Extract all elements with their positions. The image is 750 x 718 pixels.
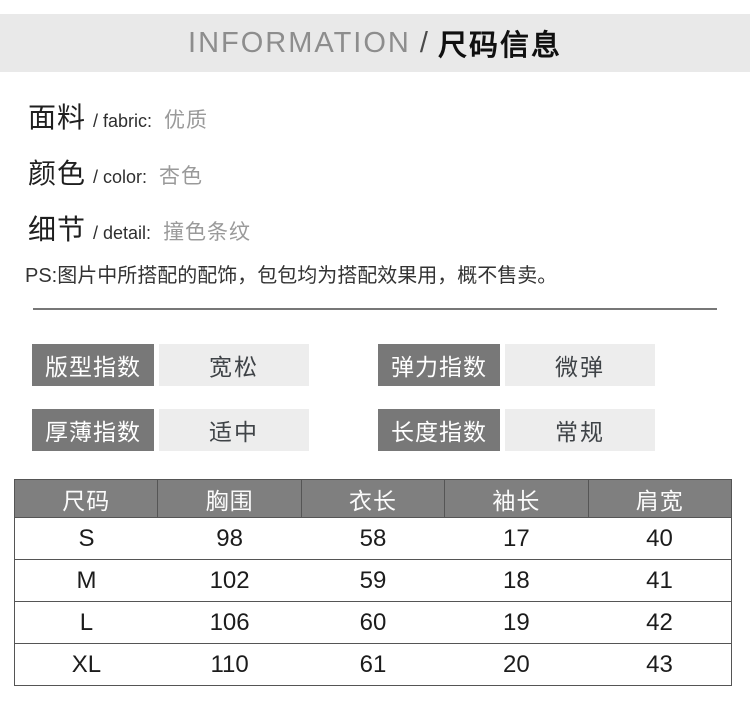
size-cell: 60 bbox=[301, 601, 445, 644]
table-row-m: M 102 59 18 41 bbox=[14, 559, 732, 602]
size-cell: 42 bbox=[588, 601, 732, 644]
attr-label-cn: 颜色 bbox=[28, 158, 87, 189]
size-cell: 59 bbox=[301, 559, 445, 602]
size-cell: L bbox=[14, 601, 158, 644]
product-attributes: 面料 / fabric: 优质 颜色 / color: 杏色 细节 / deta… bbox=[0, 72, 750, 245]
size-cell: XL bbox=[14, 643, 158, 686]
size-table: 尺码 胸围 衣长 袖长 肩宽 S 98 58 17 40 M 102 59 18… bbox=[13, 479, 733, 686]
index-label: 版型指数 bbox=[32, 344, 154, 386]
table-row-s: S 98 58 17 40 bbox=[14, 517, 732, 560]
attr-row-detail: 细节 / detail: 撞色条纹 bbox=[28, 208, 750, 245]
info-banner: INFORMATION / 尺码信息 bbox=[0, 14, 750, 72]
index-label: 长度指数 bbox=[378, 409, 500, 451]
attr-label-en: / color: bbox=[93, 167, 148, 187]
index-value: 适中 bbox=[159, 409, 309, 451]
divider-line bbox=[33, 308, 717, 310]
index-pair-thickness: 厚薄指数 适中 bbox=[32, 409, 309, 451]
size-cell: 58 bbox=[301, 517, 445, 560]
attr-label-cn: 细节 bbox=[28, 214, 87, 245]
index-row: 版型指数 宽松 弹力指数 微弹 bbox=[32, 344, 750, 386]
index-label: 厚薄指数 bbox=[32, 409, 154, 451]
size-cell: 106 bbox=[157, 601, 302, 644]
index-value: 宽松 bbox=[159, 344, 309, 386]
index-pair-elasticity: 弹力指数 微弹 bbox=[378, 344, 655, 386]
size-cell: 41 bbox=[588, 559, 732, 602]
attr-label-cn: 面料 bbox=[28, 102, 87, 133]
index-value: 常规 bbox=[505, 409, 655, 451]
size-info-page: INFORMATION / 尺码信息 面料 / fabric: 优质 颜色 / … bbox=[0, 14, 750, 718]
col-header-length: 衣长 bbox=[300, 479, 446, 518]
index-label: 弹力指数 bbox=[378, 344, 500, 386]
size-table-body: S 98 58 17 40 M 102 59 18 41 L 106 60 19… bbox=[14, 517, 732, 686]
size-cell: 98 bbox=[157, 517, 302, 560]
attr-row-color: 颜色 / color: 杏色 bbox=[28, 152, 750, 189]
size-cell: M bbox=[14, 559, 158, 602]
ps-note: PS:图片中所搭配的配饰，包包均为搭配效果用，概不售卖。 bbox=[25, 265, 558, 287]
table-header-row: 尺码 胸围 衣长 袖长 肩宽 bbox=[13, 479, 733, 518]
index-value: 微弹 bbox=[505, 344, 655, 386]
size-cell: 43 bbox=[588, 643, 732, 686]
col-header-bust: 胸围 bbox=[157, 479, 302, 518]
size-cell: 17 bbox=[444, 517, 589, 560]
attr-label-en: / fabric: bbox=[93, 111, 153, 131]
size-cell: 102 bbox=[157, 559, 302, 602]
attr-value: 优质 bbox=[164, 109, 209, 132]
attr-row-fabric: 面料 / fabric: 优质 bbox=[28, 96, 750, 133]
size-cell: 20 bbox=[444, 643, 589, 686]
index-row: 厚薄指数 适中 长度指数 常规 bbox=[32, 409, 750, 451]
index-grid: 版型指数 宽松 弹力指数 微弹 厚薄指数 适中 长度指数 常规 bbox=[32, 344, 750, 451]
size-table-header: 尺码 胸围 衣长 袖长 肩宽 bbox=[13, 479, 733, 518]
col-header-sleeve: 袖长 bbox=[444, 479, 589, 518]
table-row-l: L 106 60 19 42 bbox=[14, 601, 732, 644]
index-pair-fit: 版型指数 宽松 bbox=[32, 344, 309, 386]
col-header-shoulder: 肩宽 bbox=[587, 479, 733, 518]
banner-title-cn: 尺码信息 bbox=[437, 30, 562, 62]
index-pair-length: 长度指数 常规 bbox=[378, 409, 655, 451]
banner-separator: / bbox=[419, 26, 428, 59]
size-cell: 19 bbox=[444, 601, 589, 644]
size-cell: 40 bbox=[588, 517, 732, 560]
attr-value: 杏色 bbox=[159, 165, 204, 188]
banner-title-en: INFORMATION bbox=[188, 26, 411, 59]
size-cell: 110 bbox=[157, 643, 302, 686]
table-row-xl: XL 110 61 20 43 bbox=[14, 643, 732, 686]
attr-value: 撞色条纹 bbox=[163, 221, 252, 244]
attr-label-en: / detail: bbox=[93, 223, 152, 243]
size-cell: 18 bbox=[444, 559, 589, 602]
col-header-size: 尺码 bbox=[13, 479, 159, 518]
size-cell: S bbox=[14, 517, 158, 560]
size-cell: 61 bbox=[301, 643, 445, 686]
